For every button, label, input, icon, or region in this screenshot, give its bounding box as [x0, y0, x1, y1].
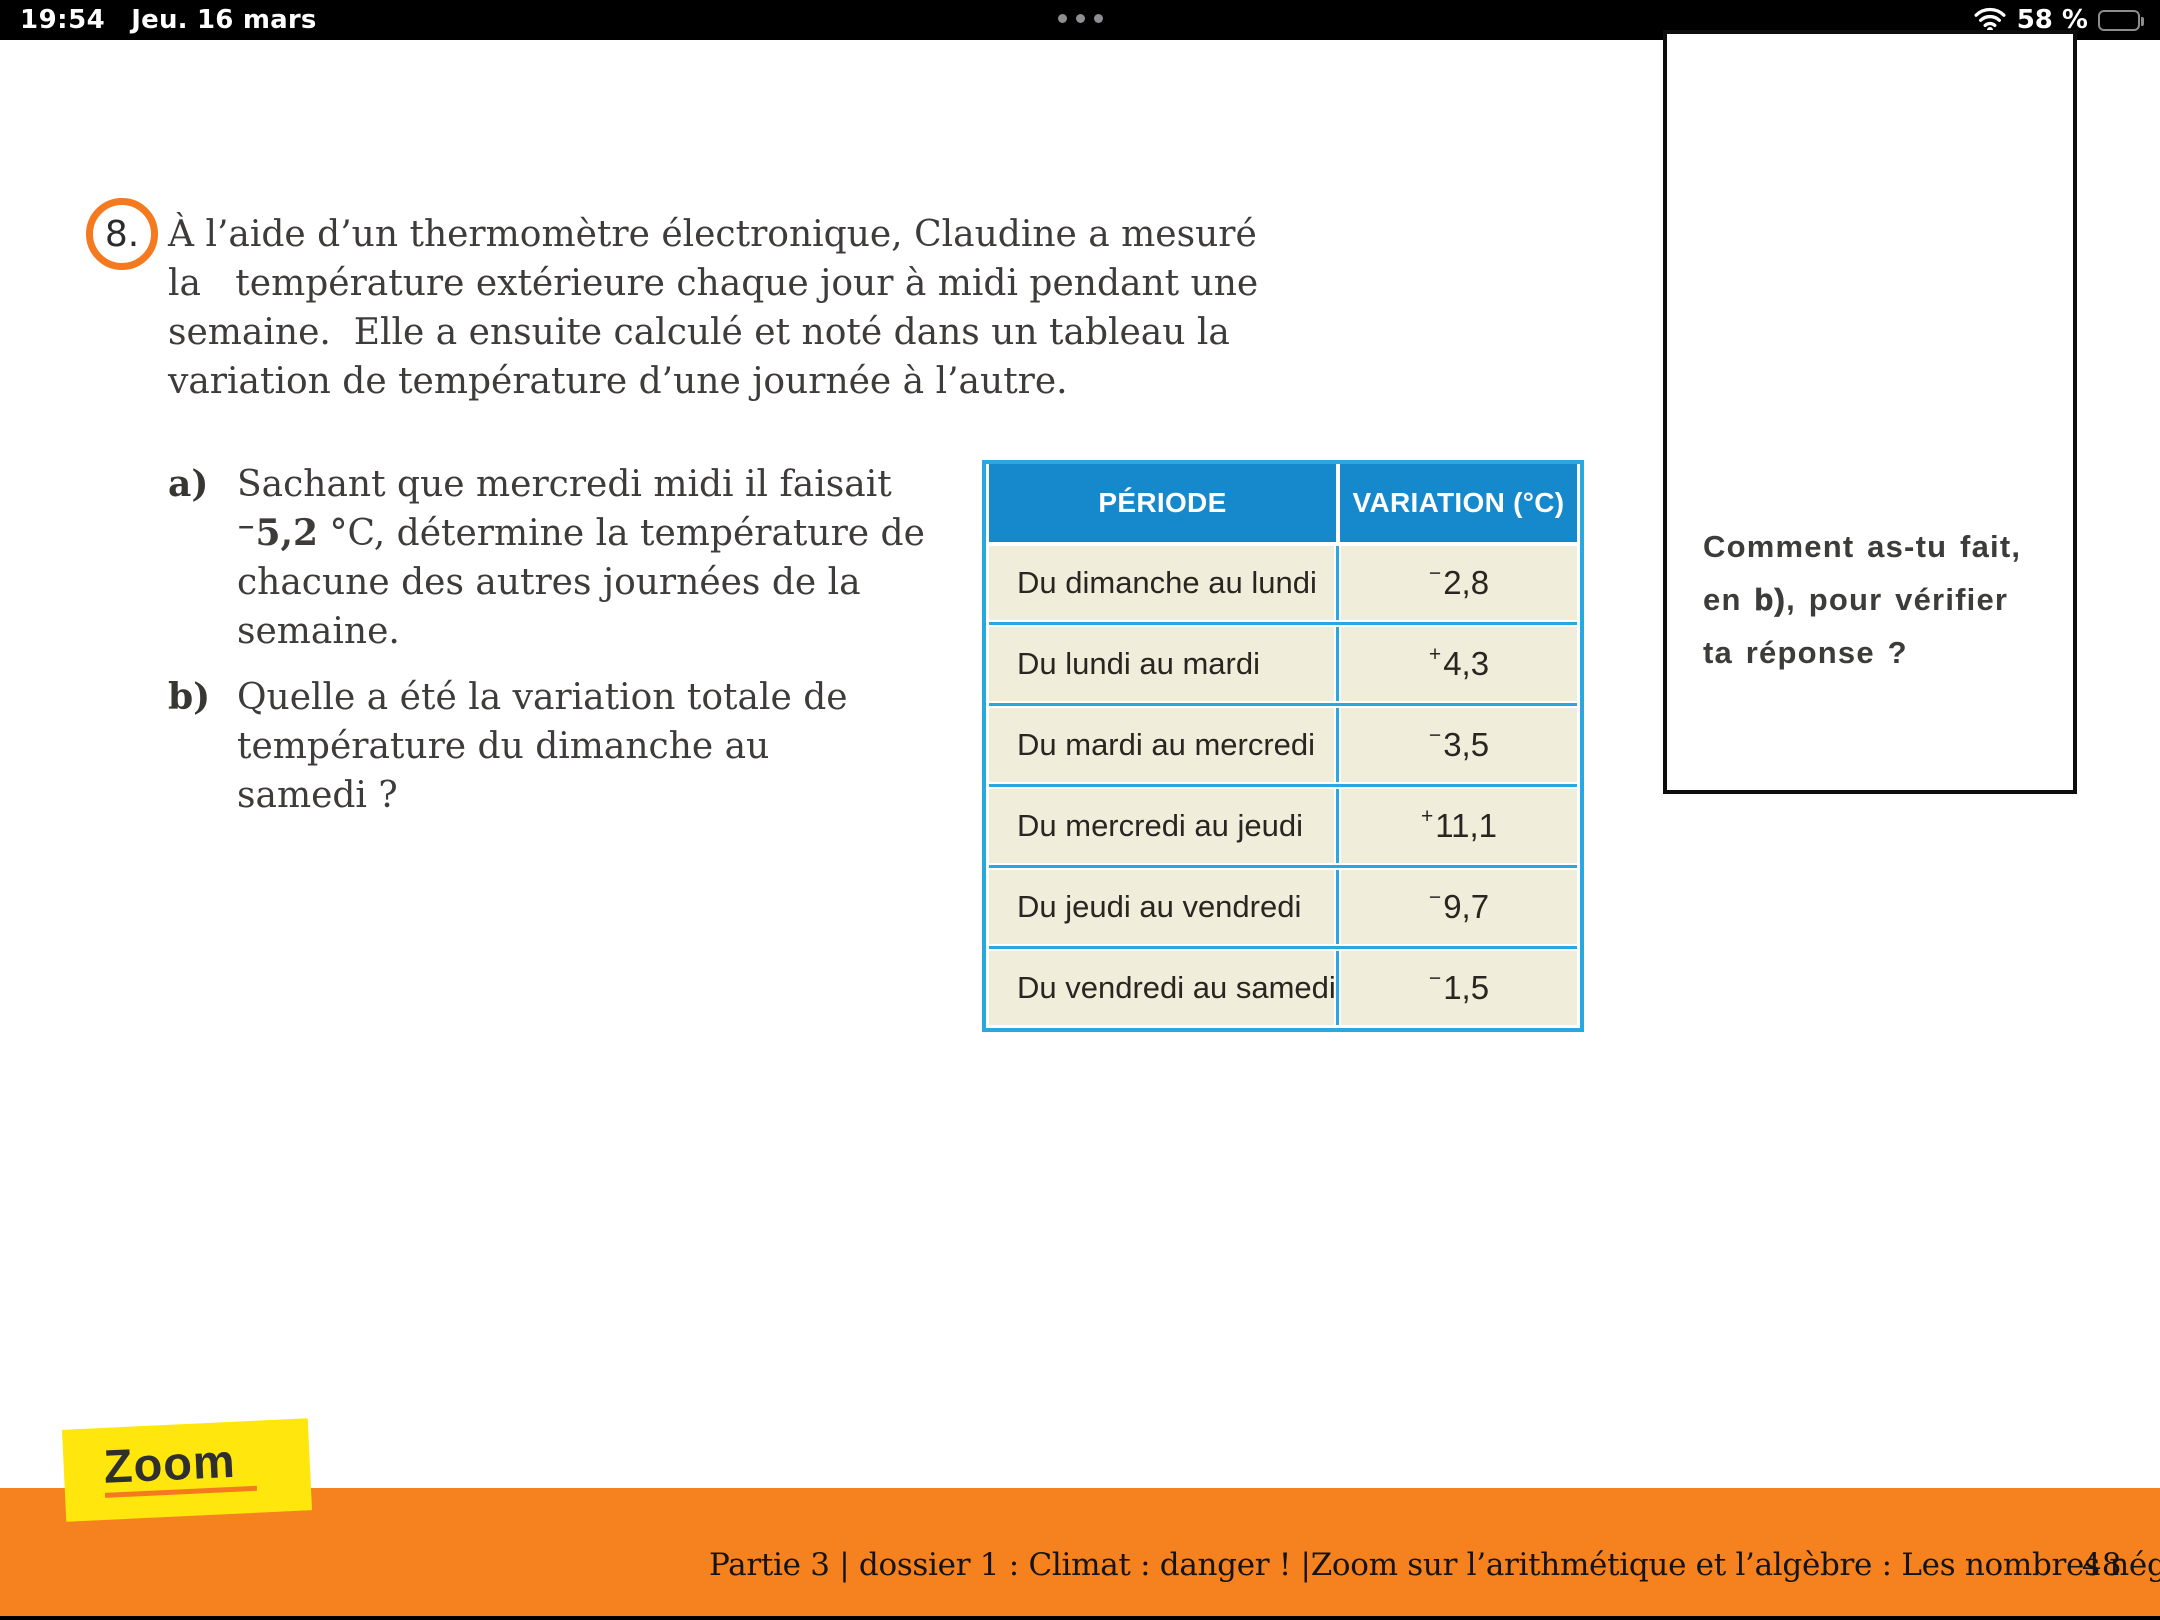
battery-icon	[2098, 9, 2144, 31]
part-b-line: samedi ?	[237, 775, 398, 816]
question-number: 8.	[104, 213, 140, 255]
variation-sign: −	[1428, 724, 1442, 747]
variation-sign: −	[1428, 562, 1442, 585]
column-divider	[1336, 789, 1339, 863]
intro-line: semaine. Elle a ensuite calculé et noté …	[168, 312, 1230, 353]
question-number-badge: 8.	[86, 198, 158, 270]
variation-cell: −9,7	[1341, 870, 1577, 944]
variation-cell: +4,3	[1341, 627, 1577, 701]
table-row: Du vendredi au samedi −1,5	[989, 951, 1577, 1025]
intro-line: À l’aide d’un thermomètre électronique, …	[168, 214, 1257, 255]
column-divider	[1336, 627, 1339, 701]
part-b-label: b)	[168, 676, 211, 718]
clock-label: 19:54	[20, 5, 106, 35]
period-cell: Du mercredi au jeudi	[989, 789, 1334, 863]
wifi-icon	[1974, 7, 2006, 33]
variation-cell: −2,8	[1341, 546, 1577, 620]
part-a-text: Sachant que mercredi midi il faisait −5,…	[237, 460, 925, 656]
part-b-reference: b)	[1754, 582, 1787, 618]
variation-sign: +	[1420, 805, 1434, 828]
variation-value: 2,8	[1443, 564, 1490, 601]
side-note-line: ta réponse ?	[1703, 635, 1908, 670]
part-b-text: Quelle a été la variation totale de temp…	[237, 673, 848, 820]
side-note-line: Comment as-tu fait,	[1703, 529, 2022, 564]
header-divider	[1336, 464, 1340, 542]
variation-sign: −	[1428, 886, 1442, 909]
column-divider	[1336, 546, 1339, 620]
part-b-line: température du dimanche au	[237, 726, 770, 767]
variation-cell: −1,5	[1341, 951, 1577, 1025]
zoom-section-sticker: Zoom	[61, 1418, 313, 1522]
part-a-label: a)	[168, 463, 209, 505]
question-part-a: a) Sachant que mercredi midi il faisait …	[168, 460, 925, 656]
row-divider	[989, 946, 1577, 949]
part-a-line: −5,2 °C, détermine la température de	[237, 509, 925, 558]
intro-line: la température extérieure chaque jour à …	[168, 263, 1259, 304]
superscript-minus: −	[237, 514, 256, 540]
period-cell: Du vendredi au samedi	[989, 951, 1336, 1025]
part-b-line: Quelle a été la variation totale de	[237, 677, 848, 718]
period-cell: Du lundi au mardi	[989, 627, 1334, 701]
row-divider	[989, 865, 1577, 868]
footer-band: Partie 3 | dossier 1 : Climat : danger !…	[0, 1488, 2160, 1616]
variation-sign: −	[1428, 967, 1442, 990]
question-part-b: b) Quelle a été la variation totale de t…	[168, 673, 848, 820]
table-row: Du jeudi au vendredi −9,7	[989, 870, 1577, 944]
zoom-label: Zoom	[102, 1433, 237, 1493]
temperature-value: 5,2	[255, 512, 319, 554]
part-a-line: semaine.	[237, 611, 400, 652]
side-note-line: en b), pour vérifier	[1703, 582, 2009, 618]
date-label: Jeu. 16 mars	[131, 5, 317, 35]
period-cell: Du jeudi au vendredi	[989, 870, 1334, 944]
period-cell: Du dimanche au lundi	[989, 546, 1334, 620]
variation-value: 3,5	[1443, 726, 1490, 763]
row-divider	[989, 784, 1577, 787]
table-header-period: PÉRIODE	[989, 464, 1336, 542]
row-divider	[989, 703, 1577, 706]
question-intro: À l’aide d’un thermomètre électronique, …	[168, 210, 1258, 406]
side-note-box: Comment as-tu fait, en b), pour vérifier…	[1663, 30, 2077, 794]
table-header-variation: VARIATION (°C)	[1340, 464, 1577, 542]
row-divider	[989, 622, 1577, 625]
variation-value: 11,1	[1435, 807, 1498, 844]
variation-sign: +	[1428, 643, 1442, 666]
multitasking-dots-icon[interactable]	[1058, 14, 1103, 23]
temperature-table: PÉRIODE VARIATION (°C) Du dimanche au lu…	[982, 460, 1584, 1032]
column-divider	[1336, 708, 1339, 782]
variation-value: 9,7	[1443, 888, 1490, 925]
variation-cell: −3,5	[1341, 708, 1577, 782]
part-a-line: Sachant que mercredi midi il faisait	[237, 464, 892, 505]
column-divider	[1336, 951, 1339, 1025]
table-row: Du lundi au mardi +4,3	[989, 627, 1577, 701]
table-row: Du mardi au mercredi −3,5	[989, 708, 1577, 782]
side-note-text: Comment as-tu fait, en b), pour vérifier…	[1703, 520, 2021, 679]
table-header-row: PÉRIODE VARIATION (°C)	[989, 464, 1577, 542]
table-row: Du dimanche au lundi −2,8	[989, 546, 1577, 620]
variation-cell: +11,1	[1341, 789, 1577, 863]
page-number: 48	[2082, 1547, 2122, 1583]
variation-value: 4,3	[1443, 645, 1490, 682]
bottom-edge	[0, 1616, 2160, 1620]
status-left: 19:54 Jeu. 16 mars	[20, 0, 317, 40]
period-cell: Du mardi au mercredi	[989, 708, 1334, 782]
column-divider	[1336, 870, 1339, 944]
table-row: Du mercredi au jeudi +11,1	[989, 789, 1577, 863]
variation-value: 1,5	[1443, 969, 1490, 1006]
footer-breadcrumb: Partie 3 | dossier 1 : Climat : danger !…	[709, 1547, 2160, 1583]
part-a-line: chacune des autres journées de la	[237, 562, 861, 603]
intro-line: variation de température d’une journée à…	[168, 361, 1068, 402]
